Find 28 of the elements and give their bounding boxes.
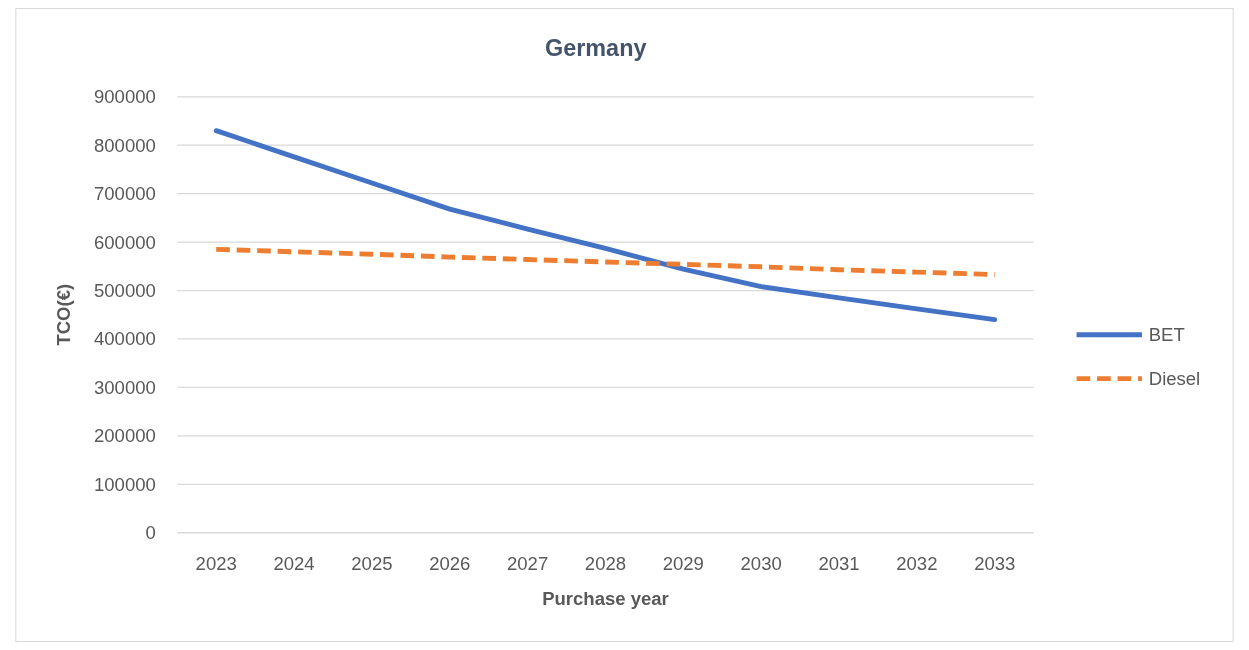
y-axis-title: TCO(€) <box>52 283 74 346</box>
y-tick-label: 900000 <box>94 86 156 108</box>
x-tick-label: 2023 <box>195 552 237 574</box>
y-tick-label: 800000 <box>94 134 156 156</box>
y-tick-label: 0 <box>145 522 156 544</box>
x-tick-label: 2025 <box>351 552 393 574</box>
x-tick-label: 2031 <box>818 552 860 574</box>
x-tick-label: 2029 <box>662 552 704 574</box>
y-tick-label: 200000 <box>94 425 156 447</box>
x-tick-label: 2024 <box>273 552 315 574</box>
x-tick-label: 2026 <box>429 552 471 574</box>
legend-label: BET <box>1148 324 1185 346</box>
x-tick-label: 2030 <box>740 552 782 574</box>
x-tick-label: 2027 <box>507 552 549 574</box>
x-tick-label: 2028 <box>584 552 627 574</box>
chart-title: Germany <box>545 34 647 61</box>
y-tick-label: 700000 <box>94 183 156 205</box>
line-series <box>213 128 998 323</box>
y-tick-label: 400000 <box>94 328 156 350</box>
y-tick-label: 300000 <box>94 376 156 398</box>
y-tick-label: 100000 <box>94 473 156 495</box>
legend-label: Diesel <box>1148 368 1201 390</box>
x-tick-label: 2033 <box>974 552 1016 574</box>
y-tick-label: 600000 <box>94 231 156 253</box>
line-series <box>213 246 998 277</box>
x-axis-title: Purchase year <box>542 587 669 609</box>
x-tick-label: 2032 <box>896 552 938 574</box>
y-tick-label: 500000 <box>94 280 156 302</box>
